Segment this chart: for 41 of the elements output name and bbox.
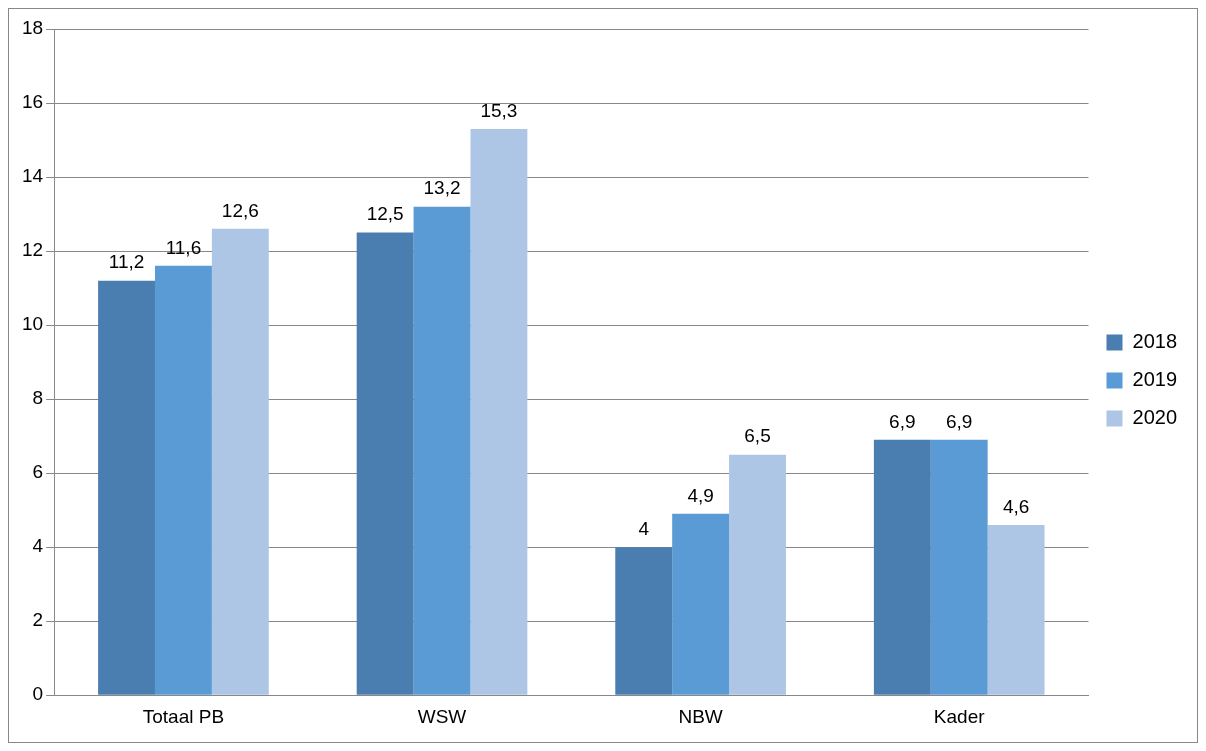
y-tick-label: 0 (32, 683, 44, 705)
data-label: 12,6 (221, 199, 259, 221)
y-tick-label: 18 (21, 17, 44, 39)
bar (211, 228, 269, 695)
data-label: 6,5 (744, 425, 771, 447)
y-tick-label: 6 (32, 461, 44, 483)
bar (470, 128, 528, 695)
bar (930, 439, 988, 695)
y-tick-label: 12 (21, 239, 44, 261)
data-label: 11,2 (108, 251, 145, 273)
legend-label: 2019 (1132, 368, 1178, 391)
y-tick-label: 4 (32, 535, 44, 557)
bar (729, 454, 786, 695)
bar (356, 232, 414, 695)
x-tick-label: Kader (933, 705, 986, 727)
bar (154, 265, 212, 695)
y-tick-label: 14 (21, 165, 44, 187)
bar (987, 524, 1045, 695)
data-label: 6,9 (946, 410, 973, 432)
bar (98, 280, 155, 695)
data-label: 6,9 (889, 410, 916, 432)
data-label: 4,6 (1002, 495, 1030, 517)
x-tick-label: WSW (417, 705, 467, 727)
y-tick-label: 8 (32, 387, 44, 409)
data-label: 11,6 (165, 236, 202, 258)
data-label: 4 (638, 517, 650, 539)
y-tick-label: 10 (21, 313, 44, 335)
x-tick-label: NBW (678, 705, 723, 727)
bar (873, 439, 931, 695)
legend-label: 2018 (1132, 330, 1178, 353)
data-label: 15,3 (480, 99, 518, 121)
bar (615, 547, 673, 695)
bar (413, 206, 471, 695)
y-tick-label: 2 (32, 609, 44, 631)
data-label: 12,5 (366, 203, 404, 225)
bar (672, 513, 730, 695)
data-label: 13,2 (423, 177, 461, 199)
x-tick-label: Totaal PB (142, 705, 225, 727)
data-label: 4,9 (687, 484, 714, 506)
legend-label: 2020 (1132, 406, 1178, 429)
y-tick-label: 16 (21, 91, 44, 113)
